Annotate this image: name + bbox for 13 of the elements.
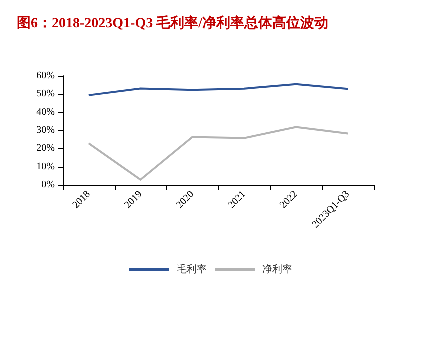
legend-label: 毛利率: [177, 264, 207, 276]
y-tick-label: 10%: [36, 161, 55, 172]
y-tick-label: 30%: [36, 125, 55, 136]
y-tick-label: 40%: [36, 106, 55, 118]
x-tick-label: 2021: [226, 189, 248, 212]
line-series: [88, 126, 350, 181]
y-tick-label: 20%: [36, 143, 55, 154]
chart-title: 图6：2018-2023Q1-Q3 毛利率/净利率总体高位波动: [17, 14, 328, 32]
y-tick-label: 60%: [36, 70, 55, 82]
y-tick-label: 50%: [36, 88, 55, 100]
legend-label: 净利率: [262, 264, 292, 276]
line-series: [88, 83, 350, 96]
y-tick-label: 0%: [42, 180, 55, 190]
